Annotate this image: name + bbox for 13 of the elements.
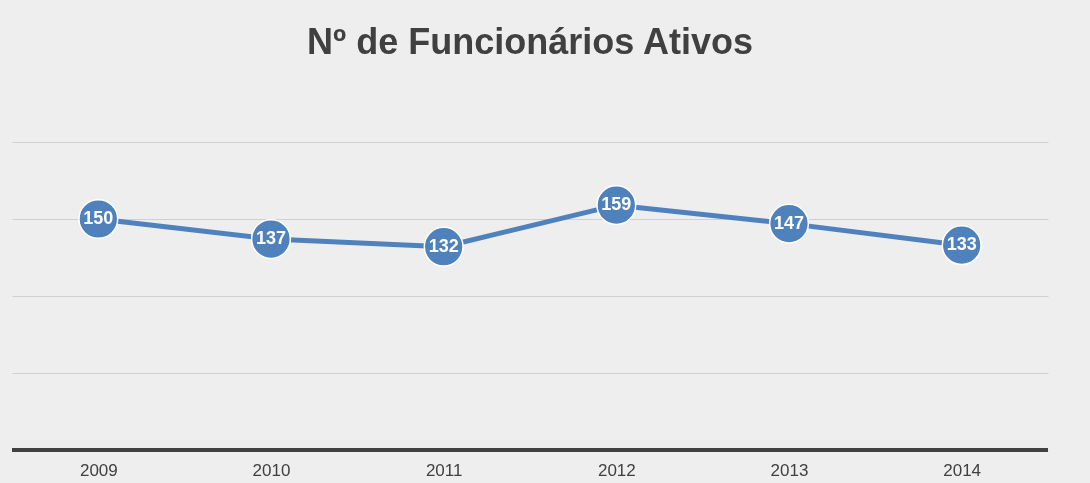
x-tick-label: 2012 [597, 460, 636, 480]
x-tick-label: 2013 [770, 460, 809, 480]
data-label: 137 [255, 228, 287, 249]
chart-title: Nº de Funcionários Ativos [307, 21, 753, 62]
data-label: 150 [83, 208, 114, 228]
x-tick-label: 2009 [79, 460, 118, 480]
data-label: 133 [946, 234, 977, 255]
data-label: 132 [428, 235, 459, 256]
x-tick-label: 2010 [252, 460, 291, 480]
x-tick-label: 2011 [425, 460, 463, 480]
data-label: 147 [773, 212, 805, 233]
data-label: 159 [601, 194, 632, 215]
x-tick-label: 2014 [943, 460, 982, 480]
